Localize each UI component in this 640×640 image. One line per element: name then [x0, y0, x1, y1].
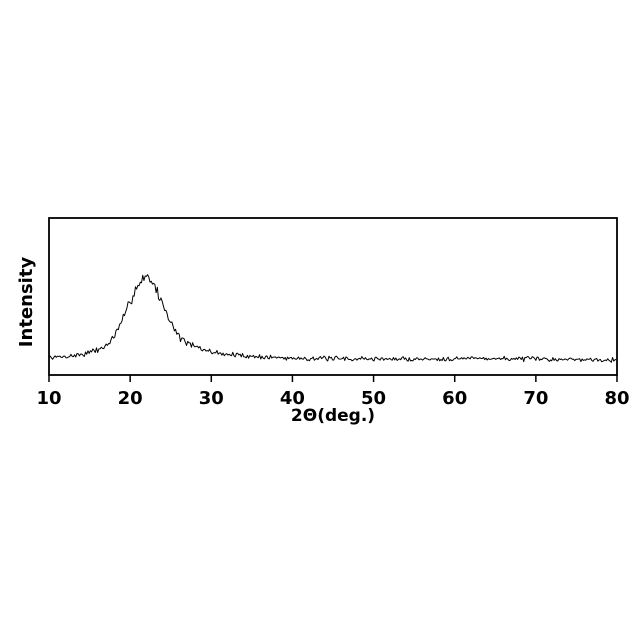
- x-axis-title: 2Θ(deg.): [290, 406, 376, 426]
- axes-frame: [48, 217, 618, 376]
- x-tick-label: 20: [118, 388, 143, 409]
- x-tick-label: 40: [280, 388, 305, 409]
- x-tick-label: 30: [199, 388, 224, 409]
- xrd-trace: [48, 274, 617, 363]
- x-tick-label: 10: [36, 388, 61, 409]
- x-tick-label: 50: [361, 388, 386, 409]
- x-tick-label: 60: [442, 388, 467, 409]
- x-tick-label: 70: [523, 388, 548, 409]
- y-axis-title: Intensity: [16, 256, 37, 348]
- x-tick-label: 80: [604, 388, 629, 409]
